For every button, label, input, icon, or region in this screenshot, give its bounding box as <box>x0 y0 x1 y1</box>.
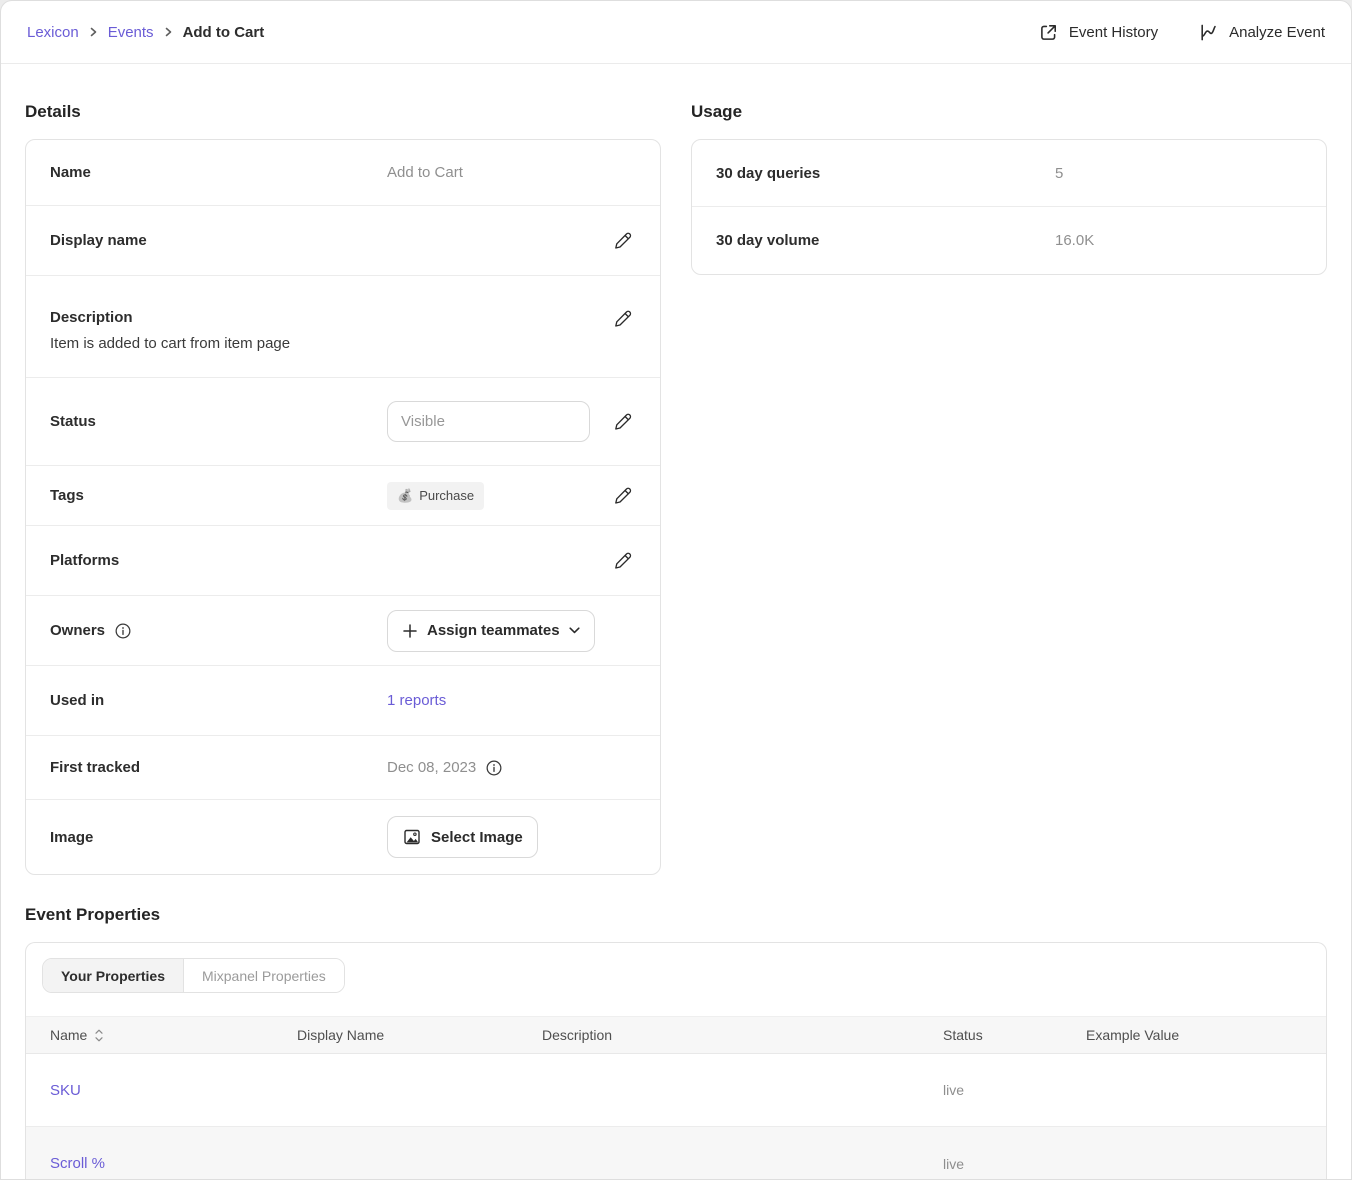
plus-icon <box>402 623 418 639</box>
volume-label: 30 day volume <box>716 232 820 249</box>
edit-status-button[interactable] <box>612 411 634 433</box>
event-properties-card: Your Properties Mixpanel Properties Name… <box>25 942 1327 1179</box>
image-label: Image <box>50 828 94 846</box>
usage-row-volume: 30 day volume 16.0K <box>692 207 1326 274</box>
top-bar: Lexicon Events Add to Cart Event History <box>1 1 1351 64</box>
tab-your-properties[interactable]: Your Properties <box>43 959 183 992</box>
status-input[interactable]: Visible <box>387 401 590 442</box>
detail-row-image: Image Select Image <box>26 800 660 874</box>
event-history-button[interactable]: Event History <box>1038 22 1158 43</box>
queries-label: 30 day queries <box>716 164 821 182</box>
chevron-right-icon <box>164 27 173 37</box>
column-header-display-name: Display Name <box>297 1027 385 1043</box>
pencil-icon <box>613 551 633 571</box>
column-name-label: Name <box>50 1027 88 1043</box>
first-tracked-label: First tracked <box>50 759 141 776</box>
details-title: Details <box>25 102 81 121</box>
tags-label: Tags <box>50 487 84 504</box>
usage-title: Usage <box>691 102 743 121</box>
used-in-reports-link[interactable]: 1 reports <box>387 692 447 709</box>
used-in-label: Used in <box>50 692 105 709</box>
detail-row-platforms: Platforms <box>26 526 660 596</box>
header-actions: Event History Analyze Event <box>1038 22 1325 43</box>
chevron-right-icon <box>89 27 98 37</box>
money-bag-icon: 💰 <box>397 487 414 503</box>
select-image-button[interactable]: Select Image <box>387 816 538 858</box>
tag-label: Purchase <box>419 488 475 503</box>
property-status: live <box>943 1082 965 1098</box>
event-properties-section: Event Properties Your Properties Mixpane… <box>25 905 1327 1179</box>
property-name-link[interactable]: SKU <box>50 1081 81 1099</box>
info-icon[interactable] <box>485 759 503 777</box>
description-label: Description <box>50 309 133 326</box>
pencil-icon <box>613 412 633 432</box>
select-image-label: Select Image <box>431 828 523 846</box>
usage-row-queries: 30 day queries 5 <box>692 140 1326 207</box>
column-header-status: Status <box>943 1027 983 1043</box>
owners-label: Owners <box>50 622 387 640</box>
event-properties-title: Event Properties <box>25 905 161 924</box>
breadcrumb-events[interactable]: Events <box>107 23 154 41</box>
platforms-label: Platforms <box>50 552 120 569</box>
edit-platforms-button[interactable] <box>612 550 634 572</box>
property-row-sku[interactable]: SKU live <box>26 1054 1326 1127</box>
display-name-label: Display name <box>50 232 147 249</box>
detail-row-name: Name Add to Cart <box>26 140 660 206</box>
details-section: Details Name Add to Cart Display name <box>25 88 661 875</box>
analyze-event-label: Analyze Event <box>1229 23 1325 41</box>
detail-row-description: Description Item is added to cart from i… <box>26 276 660 378</box>
column-header-example-value: Example Value <box>1086 1027 1180 1043</box>
name-label: Name <box>50 164 91 181</box>
assign-teammates-label: Assign teammates <box>427 622 560 639</box>
owners-label-text: Owners <box>50 622 106 639</box>
property-row-scroll-percent[interactable]: Scroll % live <box>26 1127 1326 1179</box>
event-history-label: Event History <box>1068 23 1159 41</box>
sort-icon <box>95 1029 103 1042</box>
name-value: Add to Cart <box>387 164 463 181</box>
info-icon[interactable] <box>114 622 132 640</box>
first-tracked-value: Dec 08, 2023 <box>387 759 477 776</box>
column-header-name[interactable]: Name <box>50 1027 297 1043</box>
tab-mixpanel-properties[interactable]: Mixpanel Properties <box>183 959 344 992</box>
properties-tabs: Your Properties Mixpanel Properties <box>42 958 345 993</box>
detail-row-used-in: Used in 1 reports <box>26 666 660 736</box>
chevron-down-icon <box>568 627 580 634</box>
detail-row-first-tracked: First tracked Dec 08, 2023 <box>26 736 660 800</box>
detail-row-tags: Tags 💰 Purchase <box>26 466 660 526</box>
image-icon <box>402 827 422 847</box>
tag-purchase[interactable]: 💰 Purchase <box>387 481 485 510</box>
usage-card: 30 day queries 5 30 day volume 16.0K <box>691 139 1327 275</box>
breadcrumb-lexicon[interactable]: Lexicon <box>27 23 79 41</box>
properties-table-header: Name Display Name Description Status Exa… <box>26 1016 1326 1054</box>
volume-value: 16.0K <box>1055 232 1095 249</box>
edit-display-name-button[interactable] <box>612 230 634 252</box>
assign-teammates-button[interactable]: Assign teammates <box>387 609 595 652</box>
edit-description-button[interactable] <box>612 308 634 330</box>
detail-row-display-name: Display name <box>26 206 660 276</box>
main-content: Details Name Add to Cart Display name <box>1 64 1351 1179</box>
queries-value: 5 <box>1055 164 1064 182</box>
detail-row-owners: Owners Assign teammates <box>26 596 660 666</box>
external-link-icon <box>1038 22 1059 43</box>
analyze-event-button[interactable]: Analyze Event <box>1198 22 1325 43</box>
description-block: Description Item is added to cart from i… <box>50 276 612 352</box>
status-label: Status <box>50 413 96 430</box>
pencil-icon <box>613 309 633 329</box>
breadcrumb: Lexicon Events Add to Cart <box>27 24 264 41</box>
details-card: Name Add to Cart Display name <box>25 139 661 875</box>
pencil-icon <box>613 231 633 251</box>
detail-row-status: Status Visible <box>26 378 660 466</box>
property-name-link[interactable]: Scroll % <box>50 1155 106 1172</box>
breadcrumb-current-event: Add to Cart <box>182 23 265 41</box>
pencil-icon <box>613 486 633 506</box>
column-header-description: Description <box>542 1027 613 1043</box>
edit-tags-button[interactable] <box>612 485 634 507</box>
property-status: live <box>943 1155 965 1172</box>
description-text: Item is added to cart from item page <box>50 335 291 352</box>
line-chart-icon <box>1198 22 1219 43</box>
usage-section: Usage 30 day queries 5 30 day volume 16.… <box>691 88 1327 275</box>
